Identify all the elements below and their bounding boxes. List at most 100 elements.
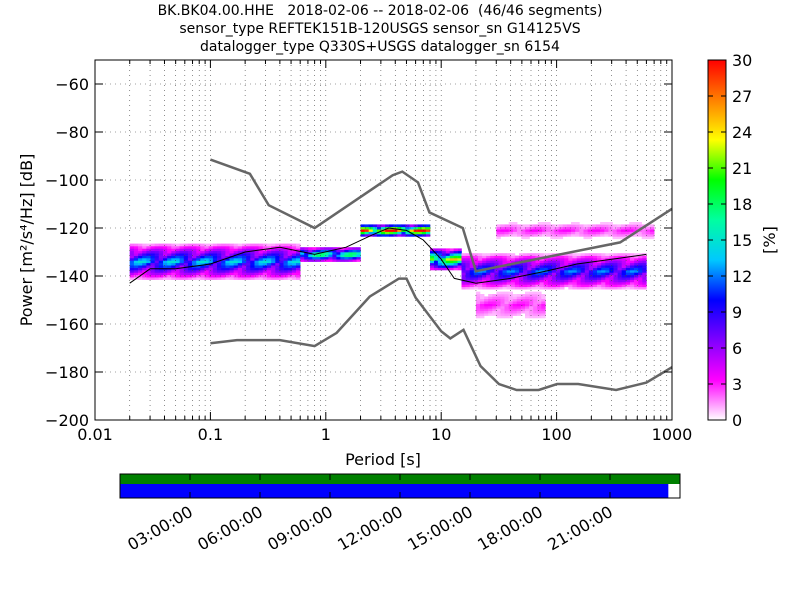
density-cell [601, 279, 606, 283]
density-cell [550, 236, 555, 240]
density-cell [138, 277, 143, 280]
density-cell [494, 270, 499, 273]
density-cell [453, 248, 458, 252]
density-cell [192, 274, 197, 278]
density-cell [154, 248, 160, 252]
density-cell [233, 243, 239, 247]
density-cell [609, 270, 614, 273]
density-cell [496, 229, 501, 232]
density-cell [381, 224, 386, 228]
density-cell [591, 234, 597, 237]
density-cell [146, 250, 151, 254]
density-cell [425, 229, 431, 232]
density-cell [425, 231, 431, 235]
density-cell [572, 286, 577, 290]
density-cell [344, 254, 349, 258]
density-cell [179, 253, 185, 256]
density-cell [550, 224, 555, 228]
density-cell [254, 265, 259, 268]
density-cell [291, 246, 297, 249]
density-cell [583, 224, 588, 228]
density-cell [246, 272, 251, 276]
density-cell [242, 258, 247, 261]
density-cell [465, 272, 470, 276]
density-cell [597, 258, 602, 261]
density-cell [475, 291, 481, 295]
density-cell [488, 313, 493, 316]
density-cell [478, 282, 483, 285]
density-cell [187, 253, 193, 256]
density-cell [409, 229, 414, 232]
density-cell [498, 279, 503, 283]
density-cell [591, 224, 597, 228]
density-cell [469, 262, 475, 266]
density-cell [482, 286, 487, 290]
density-cell [579, 226, 584, 230]
density-cell [275, 248, 280, 252]
density-cell [504, 310, 509, 314]
density-cell [385, 224, 390, 228]
density-cell [576, 279, 581, 283]
density-cell [237, 272, 243, 276]
density-cell [417, 224, 423, 228]
density-cell [266, 248, 272, 252]
density-cell [621, 267, 627, 271]
density-cell [381, 231, 386, 235]
density-cell [556, 279, 561, 283]
density-cell [250, 270, 255, 273]
density-cell [324, 249, 329, 253]
density-cell [543, 286, 549, 290]
density-cell [580, 279, 586, 283]
density-cell [376, 226, 382, 230]
density-cell [642, 279, 647, 283]
density-cell [250, 250, 255, 254]
density-cell [154, 265, 160, 268]
density-cell [196, 253, 201, 256]
density-cell [208, 250, 214, 254]
density-cell [469, 282, 475, 285]
density-cell [465, 286, 470, 290]
density-cell [551, 282, 557, 285]
colorbar-tick-label: 30 [732, 51, 752, 70]
density-cell [167, 243, 172, 247]
density-cell [129, 277, 135, 280]
density-cell [621, 284, 627, 288]
density-cell [617, 284, 622, 288]
density-cell [150, 246, 155, 249]
density-cell [621, 272, 627, 276]
density-cell [613, 267, 618, 271]
colorbar-tick-label: 15 [732, 231, 752, 250]
density-cell [158, 260, 164, 264]
density-cell [593, 270, 598, 273]
density-cell [605, 277, 610, 280]
density-cell [597, 272, 602, 276]
density-cell [512, 229, 518, 232]
density-cell [560, 255, 565, 259]
density-cell [604, 226, 609, 230]
density-cell [368, 231, 374, 235]
density-cell [514, 270, 520, 273]
density-cell [494, 260, 499, 264]
density-cell [539, 260, 544, 264]
density-cell [547, 253, 553, 256]
density-cell [620, 229, 626, 232]
density-cell [556, 284, 561, 288]
density-cell [504, 315, 509, 319]
density-cell [150, 243, 155, 247]
density-cell [517, 224, 522, 228]
density-cell [409, 224, 414, 228]
density-cell [204, 248, 210, 252]
y-tick-label: −160 [45, 315, 89, 334]
density-cell [492, 301, 497, 304]
density-cell [484, 306, 489, 309]
density-cell [527, 286, 532, 290]
density-cell [142, 272, 147, 276]
density-cell [502, 284, 507, 288]
density-cell [480, 313, 485, 316]
density-cell [138, 272, 143, 276]
x-tick-label: 0.01 [77, 425, 113, 444]
density-cell [525, 291, 530, 295]
density-cell [275, 265, 280, 268]
density-cell [584, 253, 590, 256]
density-cell [642, 262, 647, 266]
